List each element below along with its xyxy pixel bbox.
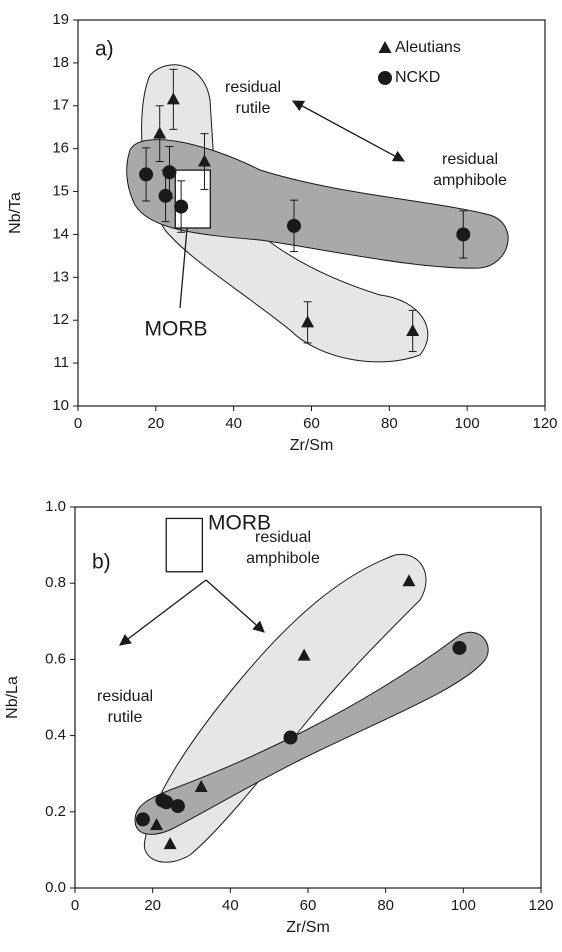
x-axis-title: Zr/Sm	[290, 437, 334, 454]
y-tick-label: 0.4	[45, 727, 66, 744]
circle-point	[170, 799, 185, 814]
legend-label: Aleutians	[395, 39, 461, 56]
x-tick-label: 60	[300, 897, 317, 914]
circle-point	[452, 640, 467, 655]
annotation: amphibole	[433, 172, 507, 189]
x-tick-label: 100	[455, 415, 480, 432]
x-tick-label: 120	[528, 897, 553, 914]
circle-point	[158, 188, 173, 203]
x-tick-label: 60	[303, 415, 320, 432]
circle-point	[286, 218, 301, 233]
triangle-point	[197, 154, 211, 167]
y-tick-label: 18	[52, 54, 69, 71]
circle-point	[162, 165, 177, 180]
y-tick-label: 15	[52, 183, 69, 200]
triangle-point	[406, 323, 420, 336]
x-tick-label: 40	[225, 415, 242, 432]
annotation: residual	[97, 688, 153, 705]
x-tick-label: 80	[381, 415, 398, 432]
y-tick-label: 1.0	[45, 498, 66, 515]
x-tick-label: 0	[74, 415, 82, 432]
arrow	[119, 579, 207, 646]
y-tick-label: 0.2	[45, 803, 66, 820]
morb-box	[174, 169, 211, 229]
annotation: amphibole	[246, 550, 320, 567]
annotation: MORB	[208, 512, 271, 535]
y-tick-label: 16	[52, 140, 69, 157]
morb-box	[165, 517, 204, 573]
triangle-point	[297, 648, 311, 661]
x-tick-label: 20	[147, 415, 164, 432]
circle-point	[139, 167, 154, 182]
legend-label: NCKD	[395, 69, 440, 86]
triangle-point	[166, 92, 180, 105]
annotation: residual	[442, 151, 498, 168]
annotation: residual	[225, 79, 281, 96]
y-tick-label: 14	[52, 225, 69, 242]
y-tick-label: 11	[53, 354, 69, 371]
triangle-point	[150, 818, 164, 831]
circle-point	[378, 71, 392, 85]
triangle-point	[378, 41, 392, 53]
x-tick-label: 40	[222, 897, 239, 914]
triangle-point	[301, 315, 315, 328]
y-tick-label: 17	[52, 97, 69, 114]
arrow	[291, 100, 406, 162]
x-tick-label: 0	[71, 897, 79, 914]
y-axis-title: Nb/Ta	[7, 192, 24, 234]
triangle-point	[402, 574, 416, 587]
nckd-field	[126, 139, 509, 269]
circle-point	[456, 227, 471, 242]
x-tick-label: 100	[451, 897, 476, 914]
arrow	[205, 579, 265, 633]
annotation: MORB	[145, 318, 208, 341]
y-tick-label: 12	[52, 311, 69, 328]
y-tick-label: 0.0	[45, 879, 66, 896]
circle-point	[174, 199, 189, 214]
circle-point	[283, 730, 298, 745]
annotation: rutile	[236, 100, 271, 117]
annotation: rutile	[108, 709, 143, 726]
y-tick-label: 0.8	[45, 574, 66, 591]
plot-frame	[74, 506, 542, 889]
x-tick-label: 20	[144, 897, 161, 914]
y-axis-title: Nb/La	[4, 676, 21, 719]
plot-frame	[77, 19, 546, 407]
triangle-point	[194, 780, 208, 793]
y-tick-label: 19	[52, 11, 69, 28]
annotation: residual	[255, 529, 311, 546]
circle-point	[159, 795, 174, 810]
x-axis-title: Zr/Sm	[286, 919, 330, 936]
y-tick-label: 0.6	[45, 650, 66, 667]
triangle-point	[153, 126, 167, 139]
y-tick-label: 10	[52, 397, 69, 414]
nckd-field	[134, 631, 489, 835]
x-tick-label: 120	[532, 415, 557, 432]
annotation: b)	[92, 551, 111, 574]
x-tick-label: 80	[377, 897, 394, 914]
circle-point	[135, 812, 150, 827]
triangle-point	[163, 837, 177, 850]
annotation: a)	[95, 38, 114, 61]
y-tick-label: 13	[52, 268, 69, 285]
